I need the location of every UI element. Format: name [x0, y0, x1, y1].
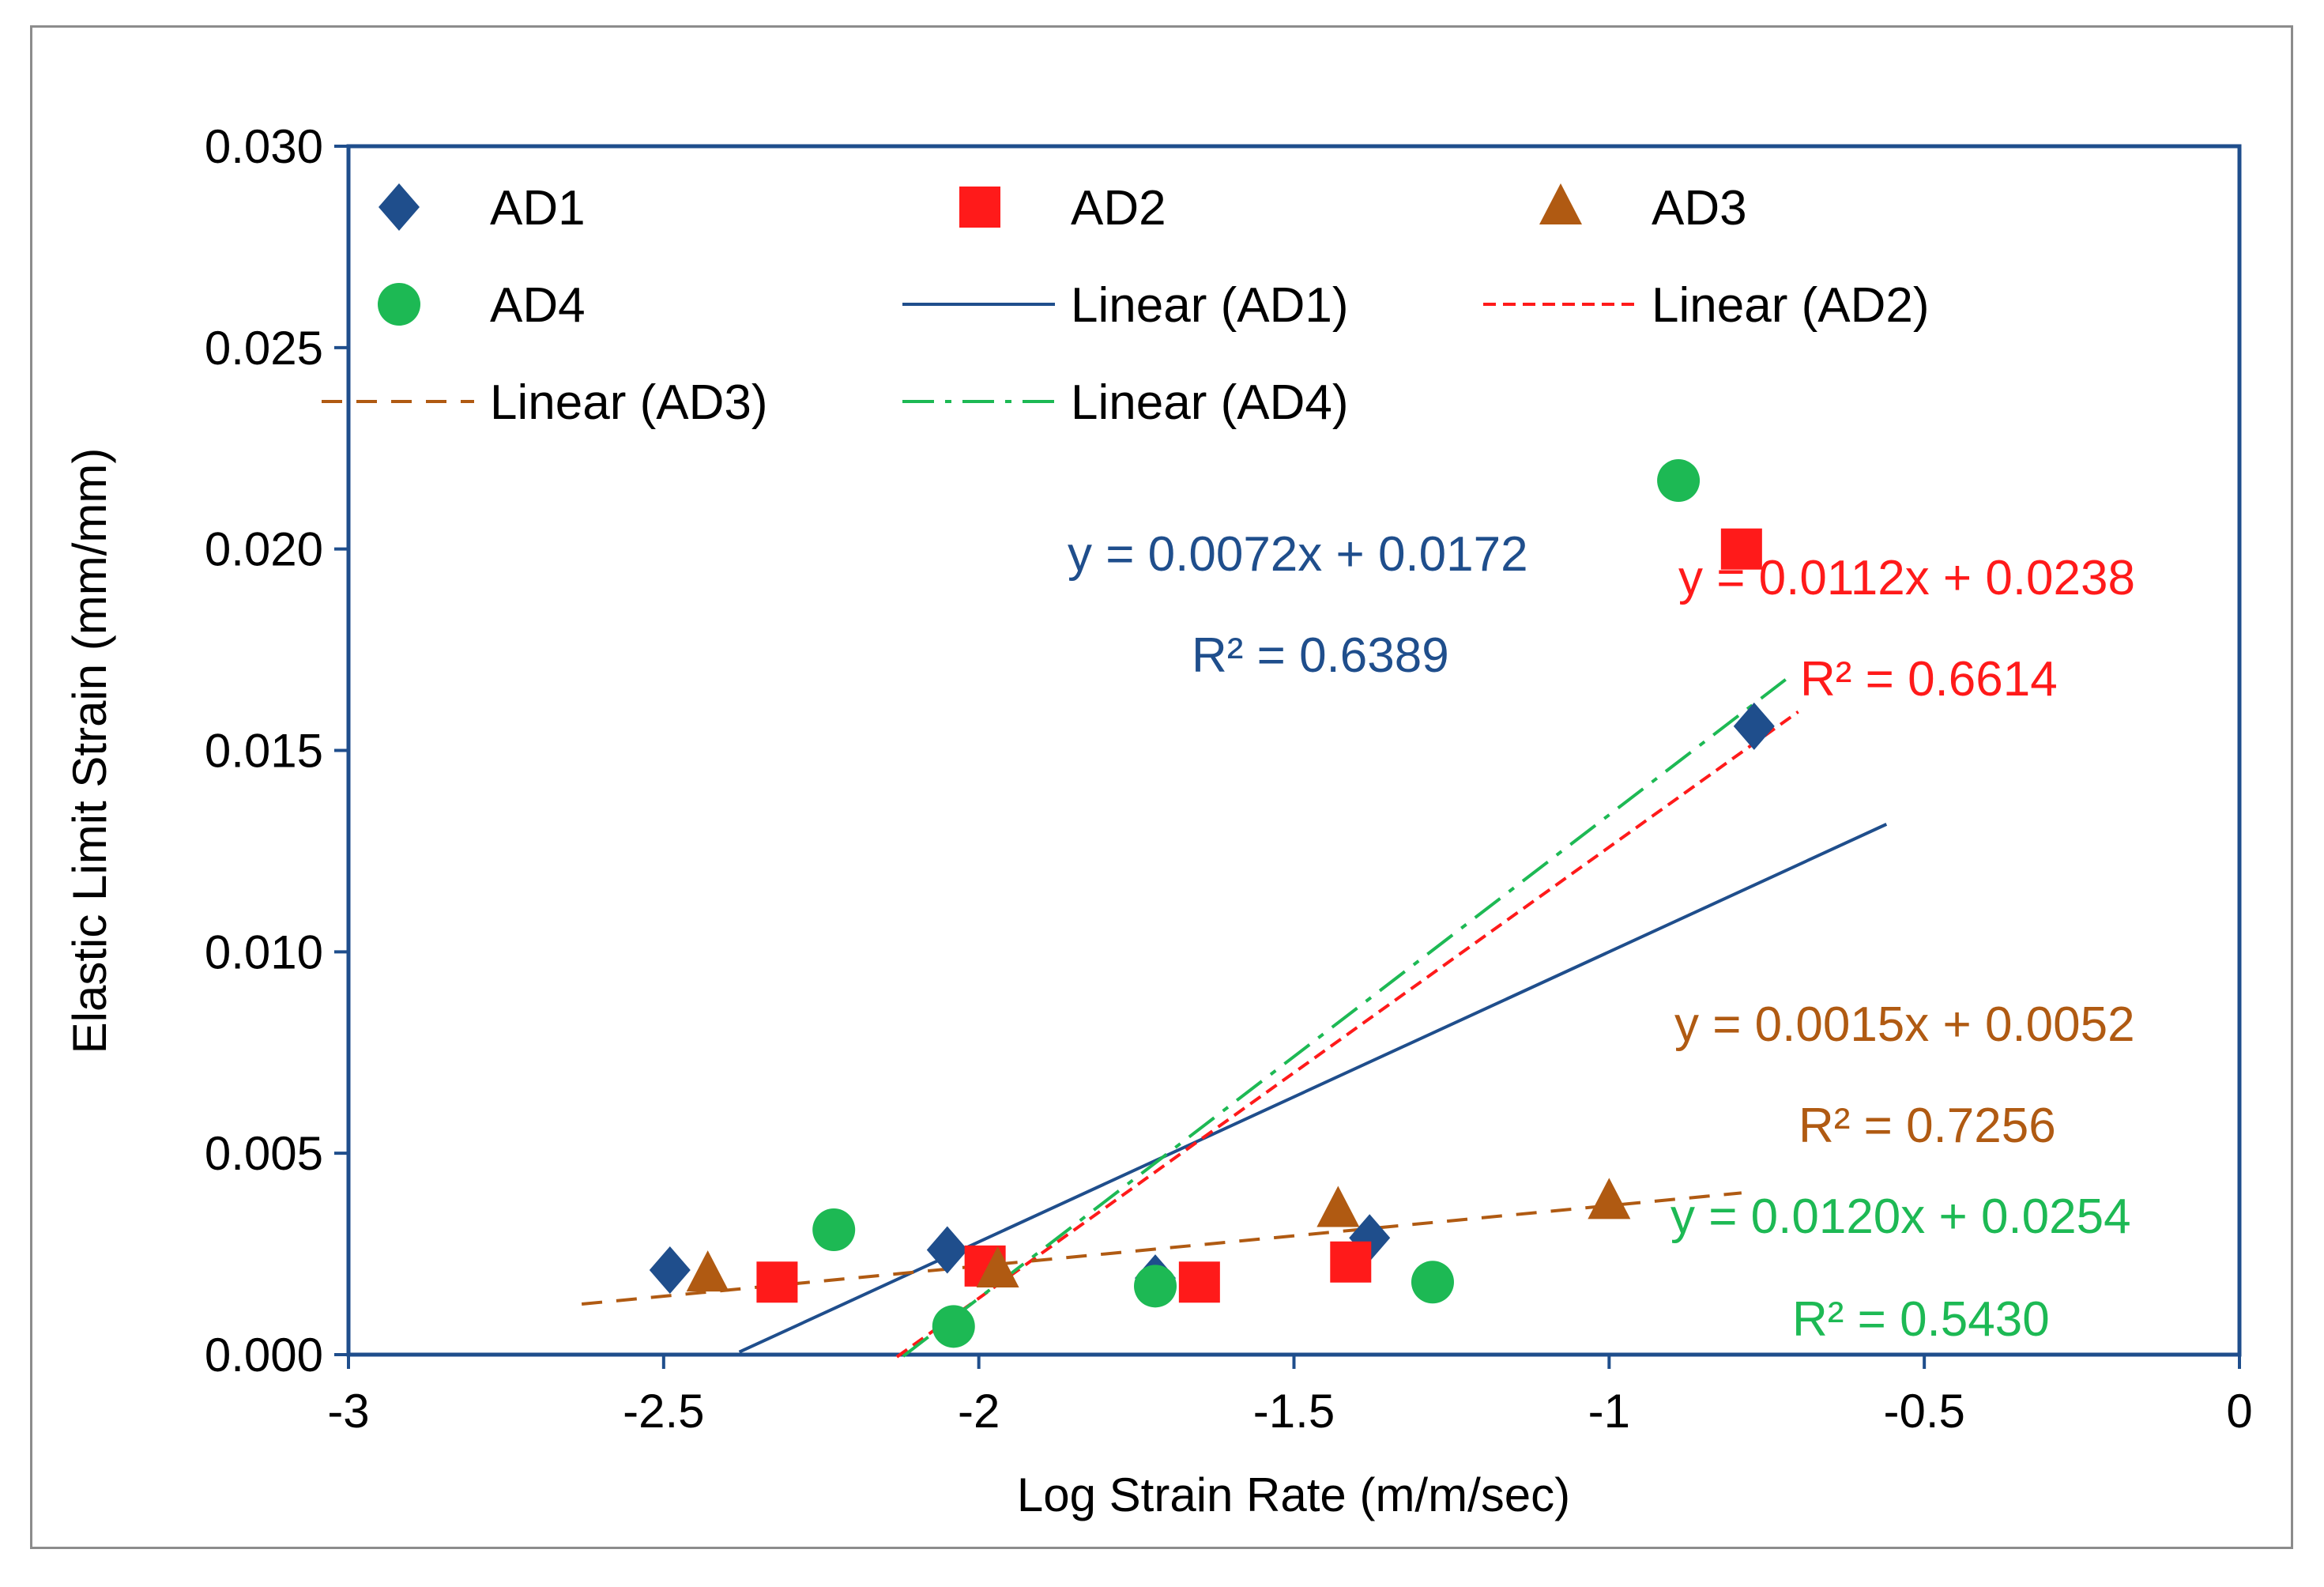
legend-label: Linear (AD3): [490, 375, 767, 430]
trend-equation-ad2: y = 0.0112x + 0.0238: [1678, 551, 2135, 605]
data-points: [649, 459, 1775, 1348]
data-point-ad4: [1657, 459, 1701, 503]
data-point-ad3: [976, 1246, 1019, 1287]
legend-label: Linear (AD4): [1071, 375, 1348, 430]
trend-r2-ad1: R² = 0.6389: [1192, 628, 1449, 683]
x-tick-label: -2: [958, 1385, 1000, 1438]
legend-label: AD1: [490, 181, 586, 236]
legend-marker-ad2: [959, 187, 1000, 228]
trendline-ad2: [895, 710, 1799, 1359]
y-tick-label: 0.000: [205, 1329, 323, 1382]
data-point-ad3: [1588, 1178, 1631, 1219]
data-point-ad1: [649, 1246, 691, 1294]
trend-r2-ad4: R² = 0.5430: [1792, 1292, 2050, 1347]
data-point-ad2: [1178, 1261, 1220, 1303]
y-tick-label: 0.015: [205, 725, 323, 778]
data-point-ad4: [932, 1305, 975, 1348]
trendline-ad1: [738, 823, 1888, 1354]
data-point-ad1: [1733, 702, 1775, 750]
x-tick-label: -0.5: [1883, 1385, 1964, 1438]
trend-equation-ad3: y = 0.0015x + 0.0052: [1674, 997, 2135, 1052]
trend-r2-ad3: R² = 0.7256: [1799, 1099, 2056, 1153]
trend-equation-ad4: y = 0.0120x + 0.0254: [1670, 1189, 2131, 1244]
x-axis-title: Log Strain Rate (m/m/sec): [1017, 1468, 1570, 1521]
axis-ticks: 0.000 0.005 0.010 0.015 0.020 0.025 0.030 -3 -2.…: [205, 120, 2253, 1438]
legend-label: AD3: [1652, 181, 1747, 236]
legend-marker-ad3: [1539, 183, 1582, 224]
y-tick-label: 0.005: [205, 1127, 323, 1180]
legend-label: AD4: [490, 278, 586, 333]
y-tick-label: 0.025: [205, 322, 323, 375]
y-tick-label: 0.020: [205, 523, 323, 576]
legend-label: Linear (AD2): [1652, 278, 1929, 333]
trendline-ad4: [902, 678, 1787, 1358]
legend-label: Linear (AD1): [1071, 278, 1348, 333]
data-point-ad2: [1330, 1241, 1372, 1283]
y-tick-label: 0.030: [205, 120, 323, 173]
data-point-ad4: [1411, 1261, 1454, 1304]
x-tick-label: -1.5: [1253, 1385, 1335, 1438]
trend-equation-ad1: y = 0.0072x + 0.0172: [1068, 527, 1528, 582]
legend-marker-ad4: [378, 283, 420, 326]
data-point-ad3: [686, 1250, 729, 1292]
data-point-ad1: [926, 1226, 968, 1274]
y-tick-label: 0.010: [205, 925, 323, 978]
x-tick-label: -1: [1588, 1385, 1630, 1438]
y-axis-title: Elastic Limit Strain (mm/mm): [63, 448, 116, 1054]
legend-label: AD2: [1071, 181, 1166, 236]
legend: AD1 AD2 AD3 AD4 Linear (AD1) Linear (AD2) Line…: [322, 181, 1929, 430]
legend-marker-ad1: [379, 183, 420, 231]
x-tick-label: -2.5: [623, 1385, 704, 1438]
trend-r2-ad2: R² = 0.6614: [1800, 652, 2058, 707]
x-tick-label: 0: [2226, 1385, 2252, 1438]
data-point-ad4: [1134, 1265, 1177, 1308]
data-point-ad3: [1316, 1186, 1360, 1227]
data-point-ad2: [756, 1261, 798, 1303]
equation-annotations: y = 0.0072x + 0.0172 R² = 0.6389 y = 0.011…: [1068, 527, 2135, 1347]
x-tick-label: -3: [327, 1385, 369, 1438]
data-point-ad4: [812, 1208, 856, 1252]
data-point-ad2: [1720, 528, 1762, 570]
